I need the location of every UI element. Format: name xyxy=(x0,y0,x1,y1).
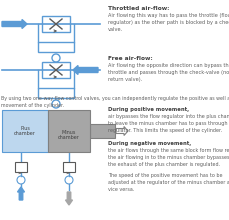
Text: Plus
chamber: Plus chamber xyxy=(14,126,36,136)
Text: By using two one-way flow control valves, you can independently regulate the pos: By using two one-way flow control valves… xyxy=(1,96,229,108)
FancyArrow shape xyxy=(73,66,98,75)
Text: During negative movement,: During negative movement, xyxy=(108,141,191,146)
Text: The speed of the positive movement has to be
adjusted at the regulator of the mi: The speed of the positive movement has t… xyxy=(108,173,229,192)
Text: Minus
chamber: Minus chamber xyxy=(58,130,80,140)
Text: During positive movement,: During positive movement, xyxy=(108,107,189,112)
FancyArrow shape xyxy=(2,20,27,29)
Bar xyxy=(38,42,74,52)
Bar xyxy=(38,88,74,98)
FancyArrow shape xyxy=(17,187,25,200)
Text: the air flows through the same block form flow regulators. This time
the air flo: the air flows through the same block for… xyxy=(108,148,229,167)
FancyArrow shape xyxy=(65,192,73,205)
Bar xyxy=(63,162,75,172)
Text: air bypasses the flow regulator into the plus chamber. Air that is supposed
to l: air bypasses the flow regulator into the… xyxy=(108,114,229,133)
Bar xyxy=(42,62,70,78)
Text: Free air-flow:: Free air-flow: xyxy=(108,56,153,61)
Text: Air flowing the opposite direction can bypass the
throttle and passes through th: Air flowing the opposite direction can b… xyxy=(108,63,229,82)
Text: Air flowing this way has to pass the throttle (flow
regulator) as the other path: Air flowing this way has to pass the thr… xyxy=(108,13,229,32)
Bar xyxy=(90,124,115,138)
Text: Throttled air-flow:: Throttled air-flow: xyxy=(108,6,169,11)
Bar xyxy=(2,110,48,152)
FancyArrow shape xyxy=(116,126,128,136)
Bar xyxy=(15,162,27,172)
Bar xyxy=(48,110,90,152)
Bar xyxy=(42,16,70,32)
